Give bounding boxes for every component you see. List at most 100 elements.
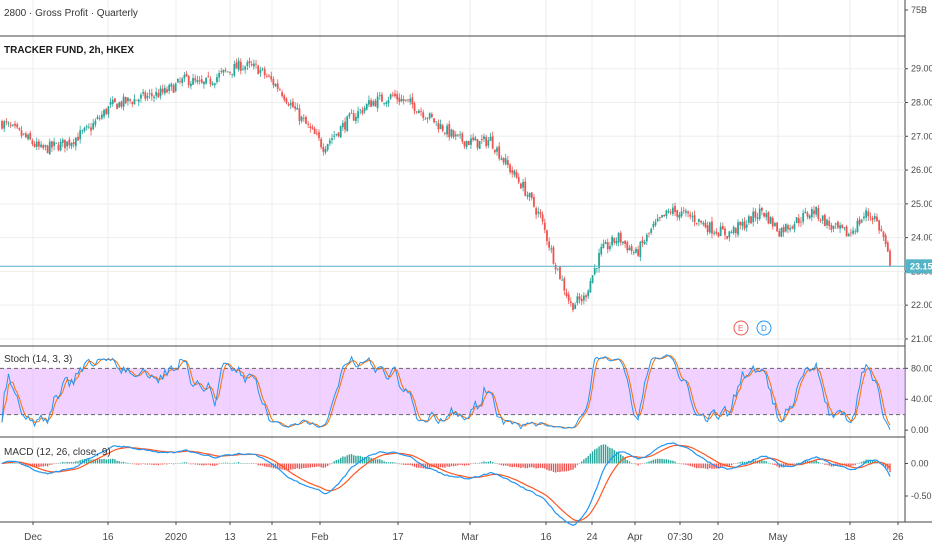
candle[interactable] xyxy=(467,140,470,146)
candle[interactable] xyxy=(122,93,125,111)
candle[interactable] xyxy=(415,111,418,114)
candle[interactable] xyxy=(478,140,481,150)
price-pane[interactable]: TRACKER FUND, 2h, HKEX 29.00 28.00 27.00 26… xyxy=(0,45,932,344)
candle[interactable] xyxy=(166,86,168,94)
candle[interactable] xyxy=(5,117,8,126)
candle[interactable] xyxy=(643,239,646,245)
candle[interactable] xyxy=(168,83,171,95)
candle[interactable] xyxy=(307,120,310,128)
candle[interactable] xyxy=(600,243,603,257)
candle[interactable] xyxy=(398,93,401,106)
candle[interactable] xyxy=(493,149,496,155)
candle[interactable] xyxy=(331,133,333,145)
candle[interactable] xyxy=(524,177,527,197)
candle[interactable] xyxy=(341,120,344,131)
candle[interactable] xyxy=(368,95,370,108)
candle[interactable] xyxy=(150,88,153,101)
candle[interactable] xyxy=(448,120,451,141)
candle[interactable] xyxy=(435,121,438,127)
candle[interactable] xyxy=(309,123,312,133)
candle[interactable] xyxy=(361,106,364,116)
candle[interactable] xyxy=(430,111,433,119)
candle[interactable] xyxy=(365,103,368,111)
candle[interactable] xyxy=(841,224,844,229)
time-axis[interactable]: Dec 16 2020 13 21 Feb 17 Mar 16 24 Apr 07:30 20 May 18… xyxy=(24,522,904,543)
candle[interactable] xyxy=(404,99,407,102)
candle[interactable] xyxy=(782,224,785,237)
candle[interactable] xyxy=(196,75,199,85)
candle[interactable] xyxy=(819,218,822,223)
candle[interactable] xyxy=(441,123,444,133)
candle[interactable] xyxy=(48,138,51,155)
candle[interactable] xyxy=(140,92,142,103)
candle[interactable] xyxy=(561,275,564,281)
candle[interactable] xyxy=(550,245,553,254)
candle[interactable] xyxy=(224,67,227,73)
candle[interactable] xyxy=(680,207,683,219)
candle[interactable] xyxy=(765,210,768,221)
candle[interactable] xyxy=(513,169,516,178)
candle[interactable] xyxy=(315,128,318,136)
candle[interactable] xyxy=(617,231,620,247)
candle[interactable] xyxy=(548,237,551,252)
candle[interactable] xyxy=(1,119,3,130)
candle[interactable] xyxy=(576,292,579,306)
candle[interactable] xyxy=(511,166,514,178)
candle[interactable] xyxy=(826,218,828,229)
candle[interactable] xyxy=(79,125,82,144)
candle[interactable] xyxy=(120,100,123,109)
candle[interactable] xyxy=(274,83,277,88)
candle[interactable] xyxy=(537,207,540,218)
candle[interactable] xyxy=(311,124,314,130)
candle[interactable] xyxy=(752,207,755,227)
candle[interactable] xyxy=(569,297,572,307)
candle[interactable] xyxy=(422,109,425,121)
candle[interactable] xyxy=(559,266,561,281)
candle[interactable] xyxy=(181,77,184,87)
candle[interactable] xyxy=(628,245,631,251)
candle[interactable] xyxy=(717,231,720,238)
candle[interactable] xyxy=(856,217,859,233)
candle[interactable] xyxy=(728,230,731,242)
candle[interactable] xyxy=(172,83,175,93)
candle[interactable] xyxy=(344,117,346,134)
candle[interactable] xyxy=(867,208,870,221)
candle[interactable] xyxy=(305,115,307,124)
candle[interactable] xyxy=(563,276,566,296)
candle[interactable] xyxy=(452,129,455,139)
candle[interactable] xyxy=(420,107,422,117)
candle[interactable] xyxy=(619,230,622,246)
candle[interactable] xyxy=(691,211,694,222)
candle[interactable] xyxy=(572,302,574,313)
candle[interactable] xyxy=(654,219,657,227)
candle[interactable] xyxy=(346,115,349,132)
candle[interactable] xyxy=(107,105,110,119)
candle[interactable] xyxy=(459,131,462,139)
candle[interactable] xyxy=(498,142,501,161)
candle[interactable] xyxy=(324,146,327,155)
candle[interactable] xyxy=(889,248,891,267)
candle[interactable] xyxy=(745,219,748,232)
candle[interactable] xyxy=(730,229,733,234)
candle[interactable] xyxy=(103,108,105,120)
candle[interactable] xyxy=(522,178,524,192)
candle[interactable] xyxy=(609,242,611,252)
candle[interactable] xyxy=(463,141,466,149)
candle[interactable] xyxy=(391,91,394,98)
candle[interactable] xyxy=(624,240,627,248)
candle[interactable] xyxy=(615,237,618,246)
candle[interactable] xyxy=(713,230,716,236)
candle[interactable] xyxy=(348,112,351,119)
candle[interactable] xyxy=(761,206,763,216)
candle[interactable] xyxy=(639,240,642,262)
candle[interactable] xyxy=(704,219,707,229)
candle[interactable] xyxy=(216,73,218,85)
candle[interactable] xyxy=(424,116,427,120)
candle[interactable] xyxy=(211,81,214,86)
candle[interactable] xyxy=(296,103,299,110)
candle[interactable] xyxy=(554,262,557,275)
candle[interactable] xyxy=(124,96,127,105)
candle[interactable] xyxy=(413,101,416,115)
candle[interactable] xyxy=(385,100,388,108)
candle[interactable] xyxy=(250,60,253,67)
